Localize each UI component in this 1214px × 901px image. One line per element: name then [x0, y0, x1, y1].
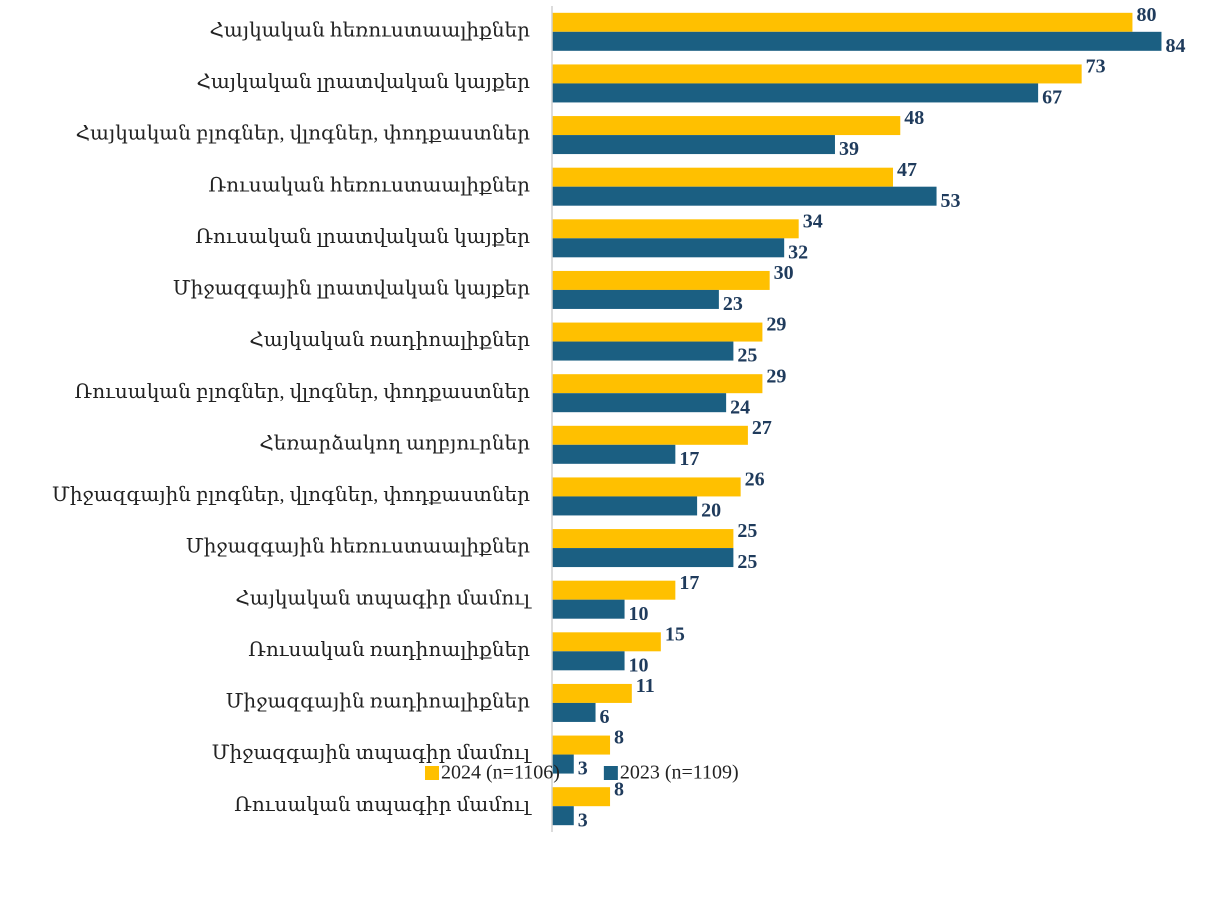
value-label: 20 [701, 500, 721, 522]
category-label: Միջազգային հեռուստաալիքներ [186, 536, 530, 558]
bar [552, 186, 937, 206]
value-label: 15 [665, 623, 685, 645]
bar [552, 31, 1162, 51]
category-label: Միջազգային լրատվական կայքեր [173, 278, 530, 300]
value-label: 30 [774, 262, 794, 284]
value-label: 29 [766, 365, 786, 387]
bar [552, 548, 734, 568]
category-label: Ռուսական հեռուստաալիքներ [208, 174, 530, 196]
bar [552, 167, 894, 187]
bar [552, 135, 835, 155]
value-label: 17 [679, 572, 699, 594]
category-label: Հայկական տպագիր մամուլ [235, 587, 532, 609]
category-label: Ռուսական տպագիր մամուլ [234, 794, 532, 816]
value-label: 73 [1086, 56, 1106, 78]
value-label: 10 [629, 654, 649, 676]
value-label: 32 [788, 241, 808, 263]
bar [552, 341, 734, 361]
bar [552, 806, 574, 826]
bar [552, 289, 719, 309]
legend-label: 2023 (n=1109) [620, 762, 739, 784]
value-label: 3 [578, 758, 588, 780]
bar [552, 444, 676, 464]
category-label: Միջազգային ռադիոալիքներ [226, 691, 531, 713]
category-label: Հայկական ռադիոալիքներ [249, 329, 530, 351]
bar [552, 754, 574, 774]
value-label: 39 [839, 138, 859, 160]
value-label: 24 [730, 396, 750, 418]
value-label: 84 [1165, 35, 1185, 57]
bar [552, 425, 748, 445]
value-label: 34 [803, 210, 823, 232]
value-label: 3 [578, 809, 588, 831]
bar [552, 270, 770, 290]
bar [552, 393, 727, 413]
value-label: 10 [629, 603, 649, 625]
value-label: 6 [600, 706, 610, 728]
bar [552, 702, 596, 722]
legend-swatch [425, 766, 439, 780]
category-label: Միջազգային տպագիր մամուլ [212, 742, 532, 764]
value-label: 23 [723, 293, 743, 315]
bar [552, 580, 676, 600]
value-label: 25 [737, 551, 757, 573]
category-label: Հայկական հեռուստաալիքներ [210, 19, 531, 41]
category-label: Միջազգային բլոգներ, վլոգներ, փոդքաստներ [52, 484, 530, 506]
bar [552, 735, 611, 755]
category-label: Հեռարձակող աղբյուրներ [259, 432, 530, 454]
bar [552, 787, 611, 807]
value-label: 67 [1042, 87, 1062, 109]
value-label: 48 [904, 107, 924, 129]
value-label: 27 [752, 417, 772, 439]
bar [552, 632, 661, 652]
value-label: 47 [897, 159, 917, 181]
bar [552, 529, 734, 549]
legend-label: 2024 (n=1106) [441, 762, 560, 784]
category-label: Ռուսական լրատվական կայքեր [195, 226, 530, 248]
bar [552, 374, 763, 394]
legend-swatch [603, 766, 618, 780]
value-label: 29 [766, 314, 786, 336]
category-label: Հայկական լրատվական կայքեր [196, 71, 530, 93]
category-label: Հայկական բլոգներ, վլոգներ, փոդքաստներ [76, 123, 530, 145]
value-label: 25 [737, 345, 757, 367]
value-label: 8 [614, 778, 624, 800]
bar [552, 116, 901, 136]
bar [552, 477, 741, 497]
value-label: 26 [745, 469, 765, 491]
bar [552, 599, 625, 619]
value-label: 17 [679, 448, 699, 470]
bar [552, 12, 1133, 32]
value-label: 80 [1136, 4, 1156, 26]
bar [552, 219, 799, 239]
bar [552, 64, 1082, 84]
bar [552, 651, 625, 671]
category-label: Ռուսական բլոգներ, վլոգներ, փոդքաստներ [75, 381, 531, 403]
value-label: 11 [636, 675, 655, 697]
bar [552, 322, 763, 342]
bar [552, 496, 698, 516]
bar [552, 83, 1039, 103]
value-label: 8 [614, 727, 624, 749]
bar [552, 238, 785, 258]
value-label: 53 [941, 190, 961, 212]
value-label: 25 [737, 520, 757, 542]
category-label: Ռուսական ռադիոալիքներ [248, 639, 530, 661]
bar [552, 683, 632, 703]
